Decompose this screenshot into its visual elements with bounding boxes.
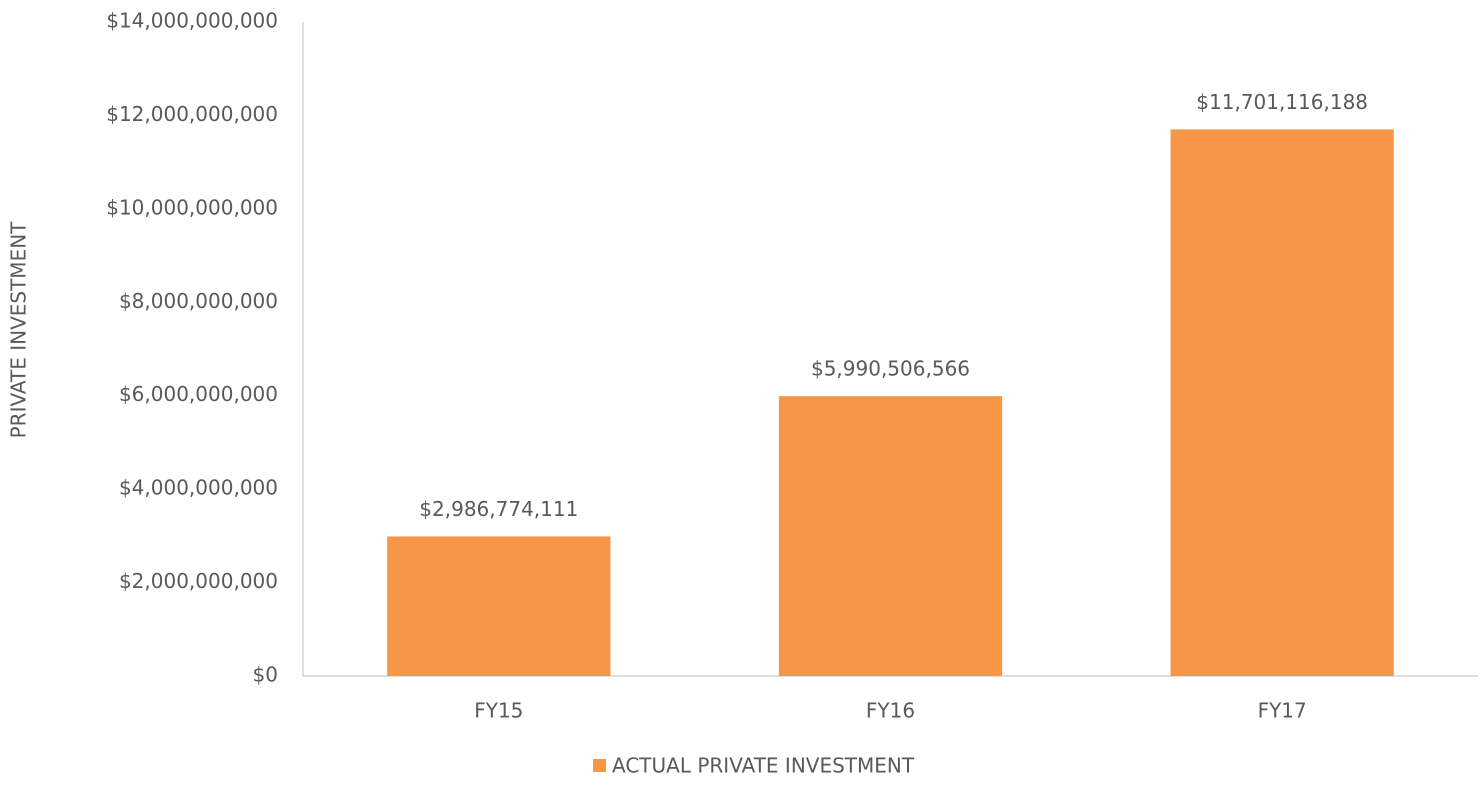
x-tick-label: FY16 <box>866 699 915 723</box>
y-tick-label: $4,000,000,000 <box>119 476 278 500</box>
x-tick-label: FY17 <box>1258 699 1307 723</box>
legend-label: ACTUAL PRIVATE INVESTMENT <box>612 754 915 778</box>
bar <box>387 536 611 676</box>
x-tick-label: FY15 <box>474 699 523 723</box>
y-tick-label: $12,000,000,000 <box>106 102 278 126</box>
y-tick-label: $14,000,000,000 <box>106 9 278 33</box>
y-tick-label: $6,000,000,000 <box>119 382 278 406</box>
y-tick-label: $8,000,000,000 <box>119 289 278 313</box>
bar <box>778 396 1003 676</box>
y-axis-title: PRIVATE INVESTMENT <box>7 221 31 439</box>
legend-swatch <box>593 759 606 772</box>
bar <box>1170 129 1394 676</box>
data-label: $11,701,116,188 <box>1196 90 1368 114</box>
y-tick-label: $10,000,000,000 <box>106 195 278 219</box>
y-tick-label: $0 <box>253 663 278 687</box>
y-tick-label: $2,000,000,000 <box>119 569 278 593</box>
data-label: $5,990,506,566 <box>811 357 970 381</box>
data-label: $2,986,774,111 <box>419 497 578 521</box>
